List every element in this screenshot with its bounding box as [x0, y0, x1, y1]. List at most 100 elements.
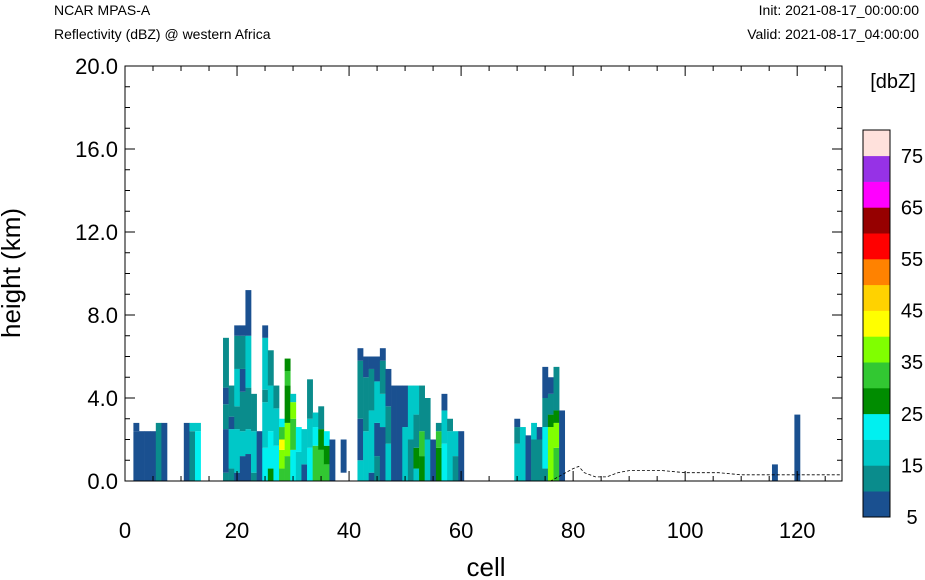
- reflectivity-cell: [374, 422, 381, 457]
- colorbar-swatch: [863, 130, 890, 157]
- reflectivity-cell: [542, 468, 549, 481]
- reflectivity-cell: [514, 427, 521, 444]
- colorbar: 5 15 25 35 45 55 65 75: [862, 129, 923, 529]
- reflectivity-cell: [312, 445, 319, 481]
- reflectivity-cell: [284, 422, 291, 457]
- reflectivity-cell: [547, 414, 554, 428]
- reflectivity-cell: [379, 427, 386, 481]
- reflectivity-cell: [458, 431, 465, 481]
- colorbar-tick-label: 15: [901, 455, 923, 477]
- reflectivity-cell: [189, 422, 196, 432]
- reflectivity-cell: [323, 445, 330, 465]
- reflectivity-cell: [368, 472, 375, 481]
- reflectivity-cell: [323, 431, 330, 446]
- reflectivity-cell: [223, 472, 229, 481]
- reflectivity-cell: [290, 418, 297, 450]
- reflectivity-cell: [413, 414, 420, 448]
- reflectivity-cell: [385, 368, 392, 407]
- reflectivity-cell: [228, 416, 235, 430]
- reflectivity-cell: [323, 464, 330, 481]
- reflectivity-cell: [267, 431, 274, 469]
- reflectivity-cell: [239, 431, 246, 457]
- reflectivity-cell: [318, 429, 325, 450]
- colorbar-swatch: [863, 413, 890, 440]
- reflectivity-cell: [441, 443, 448, 481]
- reflectivity-cell: [435, 447, 442, 481]
- reflectivity-cell: [368, 356, 375, 369]
- colorbar-swatch: [863, 491, 890, 518]
- reflectivity-cell: [374, 456, 381, 481]
- reflectivity-cell: [139, 431, 145, 481]
- reflectivity-cell: [290, 449, 297, 481]
- reflectivity-cell: [183, 422, 190, 481]
- colorbar-tick-label: 65: [901, 197, 923, 219]
- reflectivity-cell: [452, 456, 459, 481]
- reflectivity-cell: [189, 431, 196, 481]
- reflectivity-cell: [531, 422, 538, 440]
- reflectivity-cell: [223, 429, 229, 473]
- reflectivity-cell: [435, 422, 442, 432]
- reflectivity-cell: [452, 431, 459, 457]
- reflectivity-cell: [223, 387, 229, 405]
- colorbar-swatch: [863, 336, 890, 363]
- reflectivity-cell: [391, 385, 397, 481]
- reflectivity-cell: [284, 456, 291, 481]
- reflectivity-cell: [413, 468, 420, 481]
- colorbar-swatch: [863, 207, 890, 234]
- y-tick-label: 4.0: [87, 386, 118, 411]
- reflectivity-cell: [307, 447, 313, 481]
- reflectivity-cell: [368, 410, 375, 473]
- reflectivity-cell: [290, 402, 297, 419]
- colorbar-tick-label: 25: [901, 404, 923, 426]
- reflectivity-cell: [144, 431, 151, 481]
- reflectivity-cell: [413, 385, 420, 415]
- reflectivity-cell: [234, 335, 241, 369]
- reflectivity-cell: [262, 447, 269, 481]
- reflectivity-cell: [228, 429, 235, 469]
- reflectivity-cell: [295, 451, 302, 481]
- reflectivity-cell: [223, 404, 229, 430]
- reflectivity-cell: [245, 290, 252, 336]
- reflectivity-cell: [363, 356, 369, 378]
- colorbar-swatch: [863, 310, 890, 337]
- init-time: Init: 2021-08-17_00:00:00: [758, 2, 919, 18]
- reflectivity-cell: [312, 412, 319, 428]
- reflectivity-cell: [413, 447, 420, 469]
- reflectivity-cell: [379, 348, 386, 361]
- reflectivity-cell: [547, 427, 554, 481]
- colorbar-title: [dbZ]: [870, 71, 916, 93]
- reflectivity-cell: [262, 325, 269, 338]
- reflectivity-cell: [553, 447, 560, 481]
- reflectivity-cell: [262, 389, 269, 403]
- reflectivity-cell: [239, 325, 246, 336]
- reflectivity-cell: [542, 398, 549, 428]
- reflectivity-cell: [363, 377, 369, 432]
- reflectivity-cell: [357, 418, 364, 461]
- reflectivity-cell: [234, 368, 241, 407]
- reflectivity-cell: [195, 422, 201, 432]
- reflectivity-cell: [284, 358, 291, 372]
- reflectivity-cell: [531, 439, 538, 481]
- colorbar-swatch: [863, 155, 890, 182]
- colorbar-swatch: [863, 439, 890, 466]
- reflectivity-cell: [284, 385, 291, 423]
- reflectivity-cell: [368, 368, 375, 411]
- reflectivity-cell: [396, 385, 403, 440]
- reflectivity-cell: [256, 431, 263, 481]
- reflectivity-cell: [419, 385, 425, 432]
- x-tick-label: 60: [449, 518, 473, 543]
- reflectivity-cell: [771, 464, 778, 481]
- y-tick-label: 8.0: [87, 303, 118, 328]
- reflectivity-cell: [234, 406, 241, 430]
- colorbar-swatch: [863, 388, 890, 415]
- y-tick-label: 16.0: [75, 137, 118, 162]
- reflectivity-cell: [385, 406, 392, 444]
- reflectivity-cell: [407, 439, 414, 481]
- colorbar-swatch: [863, 233, 890, 260]
- reflectivity-cell: [290, 393, 297, 403]
- x-tick-label: 20: [225, 518, 249, 543]
- reflectivity-cell: [514, 443, 521, 481]
- reflectivity-cell: [228, 385, 235, 417]
- reflectivity-cell: [228, 468, 235, 481]
- reflectivity-cell: [279, 439, 285, 450]
